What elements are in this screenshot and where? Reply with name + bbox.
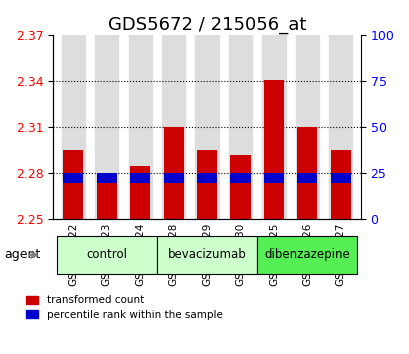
Text: bevacizumab: bevacizumab [167,249,246,261]
Bar [263,80,283,219]
Bar [263,173,283,183]
Bar [262,35,285,219]
Bar [297,173,317,183]
Bar [97,178,117,219]
Bar [61,35,85,219]
Bar [63,150,83,219]
Text: dibenzazepine: dibenzazepine [264,249,349,261]
Bar [162,35,185,219]
Bar [256,236,357,274]
Text: control: control [86,249,127,261]
Bar [130,173,150,183]
Title: GDS5672 / 215056_at: GDS5672 / 215056_at [108,16,306,34]
Bar [157,236,256,274]
Legend: transformed count, percentile rank within the sample: transformed count, percentile rank withi… [26,296,222,320]
Bar [95,35,118,219]
Bar [56,236,157,274]
Bar [195,35,218,219]
Bar [128,35,151,219]
Bar [330,150,350,219]
Bar [63,173,83,183]
Bar [97,173,117,183]
Bar [130,166,150,219]
Bar [197,173,216,183]
Bar [230,155,250,219]
Bar [330,173,350,183]
Bar [163,173,183,183]
Bar [228,35,252,219]
Bar [163,127,183,219]
Bar [295,35,318,219]
Bar [197,150,216,219]
Bar [230,173,250,183]
Bar [297,127,317,219]
Text: agent: agent [4,249,40,261]
Bar [328,35,352,219]
